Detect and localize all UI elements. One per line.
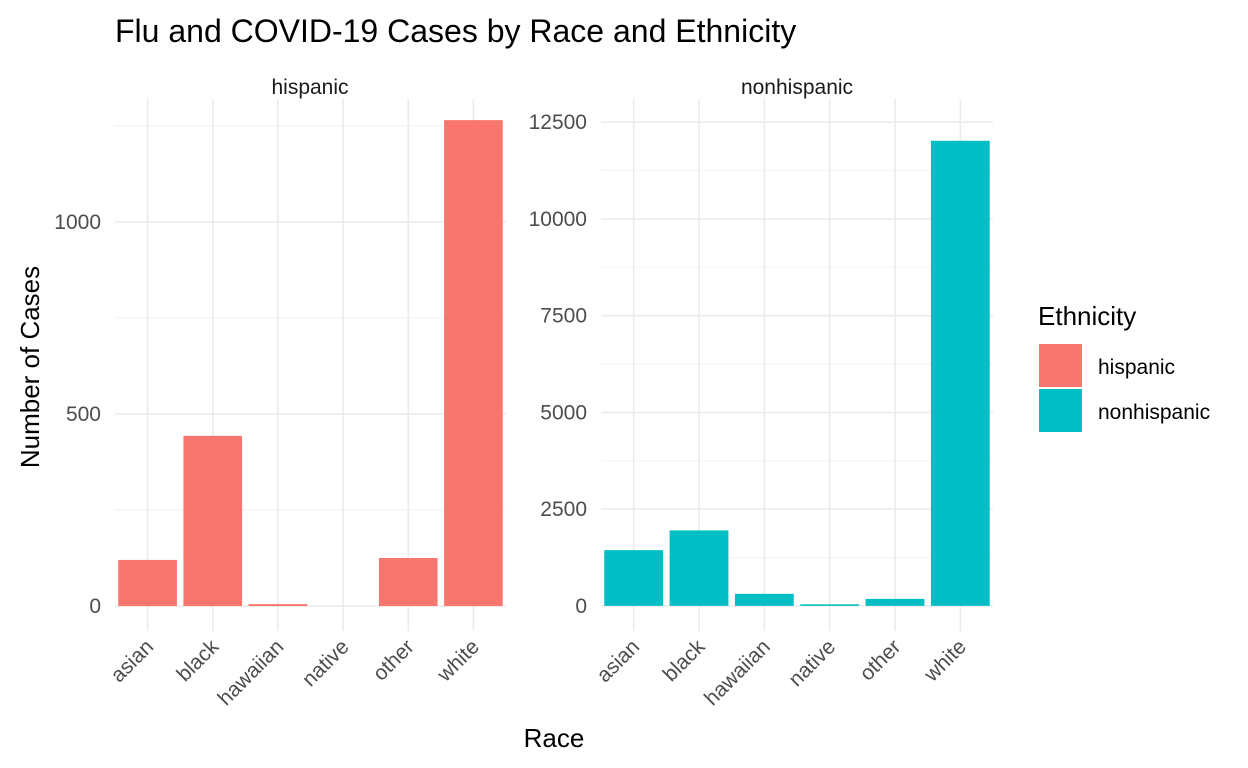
y-tick-label: 7500 [540, 305, 587, 328]
y-tick-label: 10000 [529, 208, 587, 231]
x-tick-label: hawaiian [214, 635, 289, 710]
x-tick-label: native [784, 635, 840, 691]
x-tick-label: white [919, 635, 971, 687]
legend-label: nonhispanic [1098, 401, 1210, 424]
y-tick-label: 5000 [540, 401, 587, 424]
y-tick-label: 0 [89, 595, 101, 618]
x-tick-label: other [855, 635, 905, 685]
bar-hispanic-hawaiian [248, 604, 308, 607]
y-tick-label: 0 [575, 595, 587, 618]
legend-item-nonhispanic: nonhispanic [1039, 389, 1210, 432]
bar-nonhispanic-hawaiian [734, 593, 794, 606]
legend-item-hispanic: hispanic [1039, 344, 1175, 387]
legend: Ethnicity hispanic nonhispanic [1038, 301, 1210, 432]
bar-nonhispanic-black [669, 530, 729, 606]
x-axis-title: Race [524, 723, 585, 753]
facet-strip-label: nonhispanic [741, 76, 853, 99]
x-tick-label: black [172, 635, 223, 686]
y-axis-title: Number of Cases [15, 266, 45, 468]
panel-nonhispanic: 0 2500 5000 7500 10000 12500 asian blackhawaiia… [529, 76, 993, 710]
x-tick-label: hawaiian [700, 635, 775, 710]
bar-hispanic-black [183, 435, 243, 607]
x-tick-label: asian [106, 635, 158, 687]
facet-strip-label: hispanic [271, 76, 348, 99]
legend-swatch [1039, 389, 1082, 432]
legend-swatch [1039, 344, 1082, 387]
bar-hispanic-asian [118, 559, 177, 607]
y-tick-label: 1000 [54, 211, 101, 234]
legend-label: hispanic [1098, 356, 1175, 379]
bar-nonhispanic-other [865, 598, 925, 606]
legend-items: hispanic nonhispanic [1039, 344, 1210, 432]
y-tick-label: 2500 [540, 498, 587, 521]
legend-title: Ethnicity [1038, 301, 1136, 331]
x-tick-label: black [659, 635, 710, 686]
x-tick-label: native [298, 635, 354, 691]
x-tick-label: white [432, 635, 484, 687]
y-tick-label: 500 [66, 403, 101, 426]
y-tick-label: 12500 [529, 111, 587, 134]
bar-nonhispanic-asian [604, 550, 664, 606]
bar-hispanic-white [444, 120, 503, 607]
bar-hispanic-other [378, 558, 438, 607]
bar-nonhispanic-white [930, 140, 990, 606]
x-tick-label: asian [592, 635, 644, 687]
x-tick-label: other [369, 635, 419, 685]
bar-nonhispanic-native [800, 604, 860, 606]
chart-title: Flu and COVID-19 Cases by Race and Ethni… [115, 13, 796, 49]
